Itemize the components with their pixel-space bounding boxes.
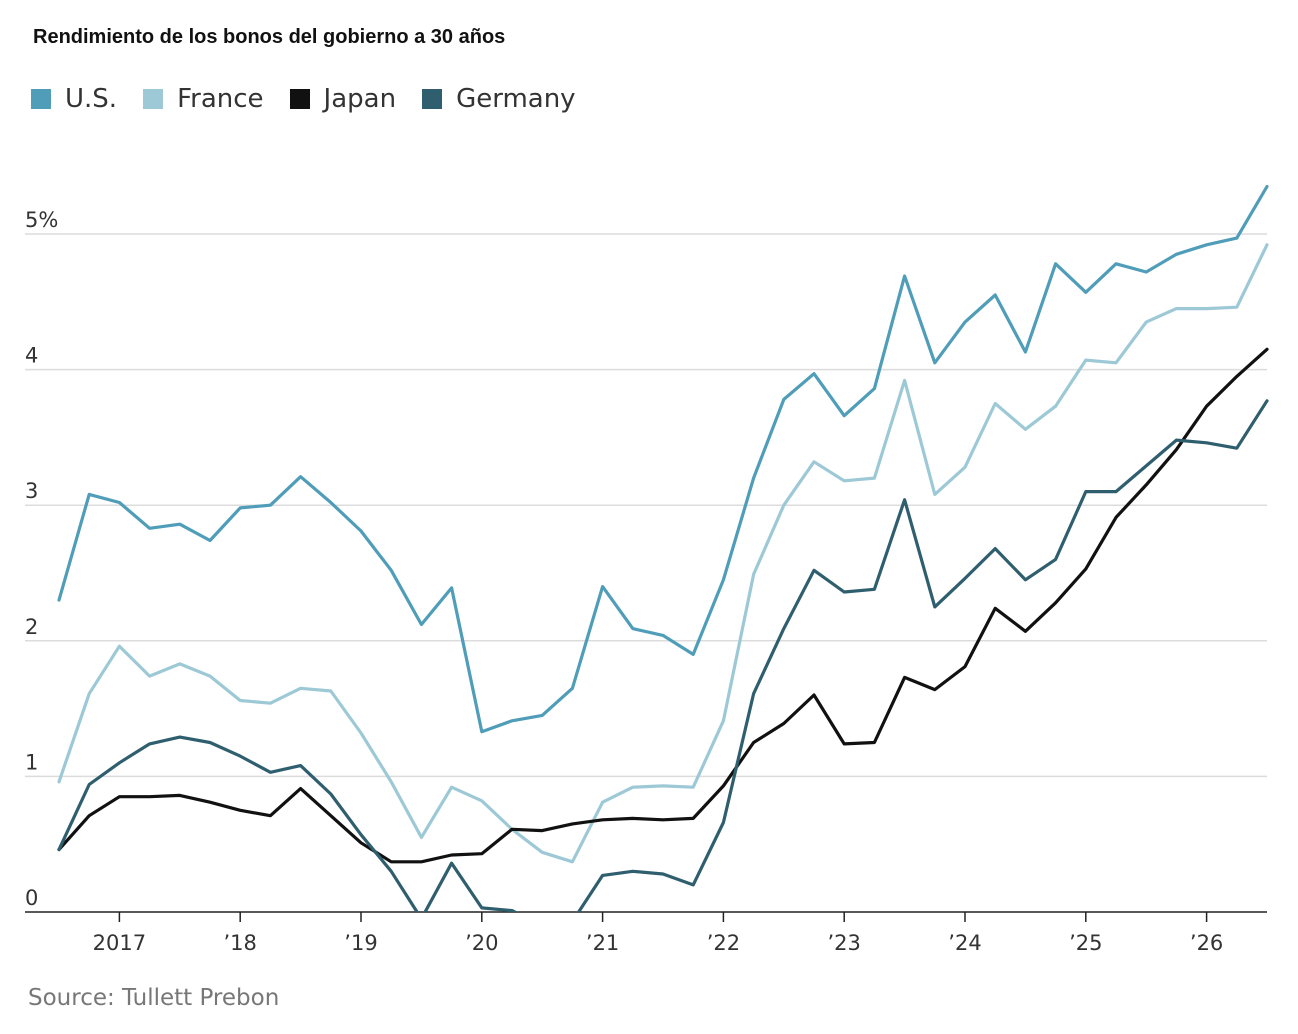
y-tick-label: 5% — [25, 208, 58, 232]
series-line-france — [57, 243, 1269, 864]
series-line-u-s — [57, 184, 1269, 734]
series-line-japan — [57, 347, 1269, 864]
legend-swatch — [289, 89, 310, 109]
x-tick-label: ’22 — [707, 931, 740, 955]
legend-item-france: France — [143, 84, 264, 114]
x-tick-label: ’24 — [948, 931, 981, 955]
legend-label: France — [177, 84, 264, 114]
y-tick-label: 3 — [25, 479, 38, 503]
gridlines — [25, 233, 1267, 778]
y-axis: 0 1 2 3 4 5% — [25, 208, 58, 910]
legend-label: Japan — [323, 84, 397, 114]
legend-item-japan: Japan — [289, 84, 397, 114]
legend-label: U.S. — [65, 84, 118, 114]
y-tick-label: 0 — [25, 886, 38, 910]
x-tick-label: ’21 — [586, 931, 619, 955]
source-note: Source: Tullett Prebon — [28, 985, 280, 1011]
chart-title: Rendimiento de los bonos del gobierno a … — [33, 26, 506, 48]
legend-item-u-s: U.S. — [31, 84, 117, 114]
x-tick-label: ’23 — [827, 931, 860, 955]
x-tick-label: ’19 — [344, 931, 377, 955]
x-axis: 2017 ’18 ’19 ’20 ’21 ’22 ’23 ’24 ’25 ’26 — [25, 911, 1267, 955]
x-tick-label: 2017 — [93, 931, 146, 955]
y-tick-label: 2 — [25, 615, 38, 639]
series-line-germany — [57, 399, 1269, 912]
legend-label: Germany — [456, 84, 576, 114]
legend-swatch — [422, 89, 443, 109]
y-tick-label: 1 — [25, 750, 38, 774]
legend-item-germany: Germany — [422, 84, 576, 114]
x-tick-label: ’20 — [465, 931, 498, 955]
legend-swatch — [143, 89, 164, 109]
x-tick-label: ’18 — [223, 931, 256, 955]
series-lines — [57, 184, 1269, 912]
legend-swatch — [31, 89, 51, 109]
y-tick-label: 4 — [25, 344, 38, 368]
x-tick-label: ’25 — [1069, 931, 1102, 955]
legend: U.S. France Japan Germany — [31, 84, 602, 114]
x-tick-label: ’26 — [1190, 931, 1223, 955]
